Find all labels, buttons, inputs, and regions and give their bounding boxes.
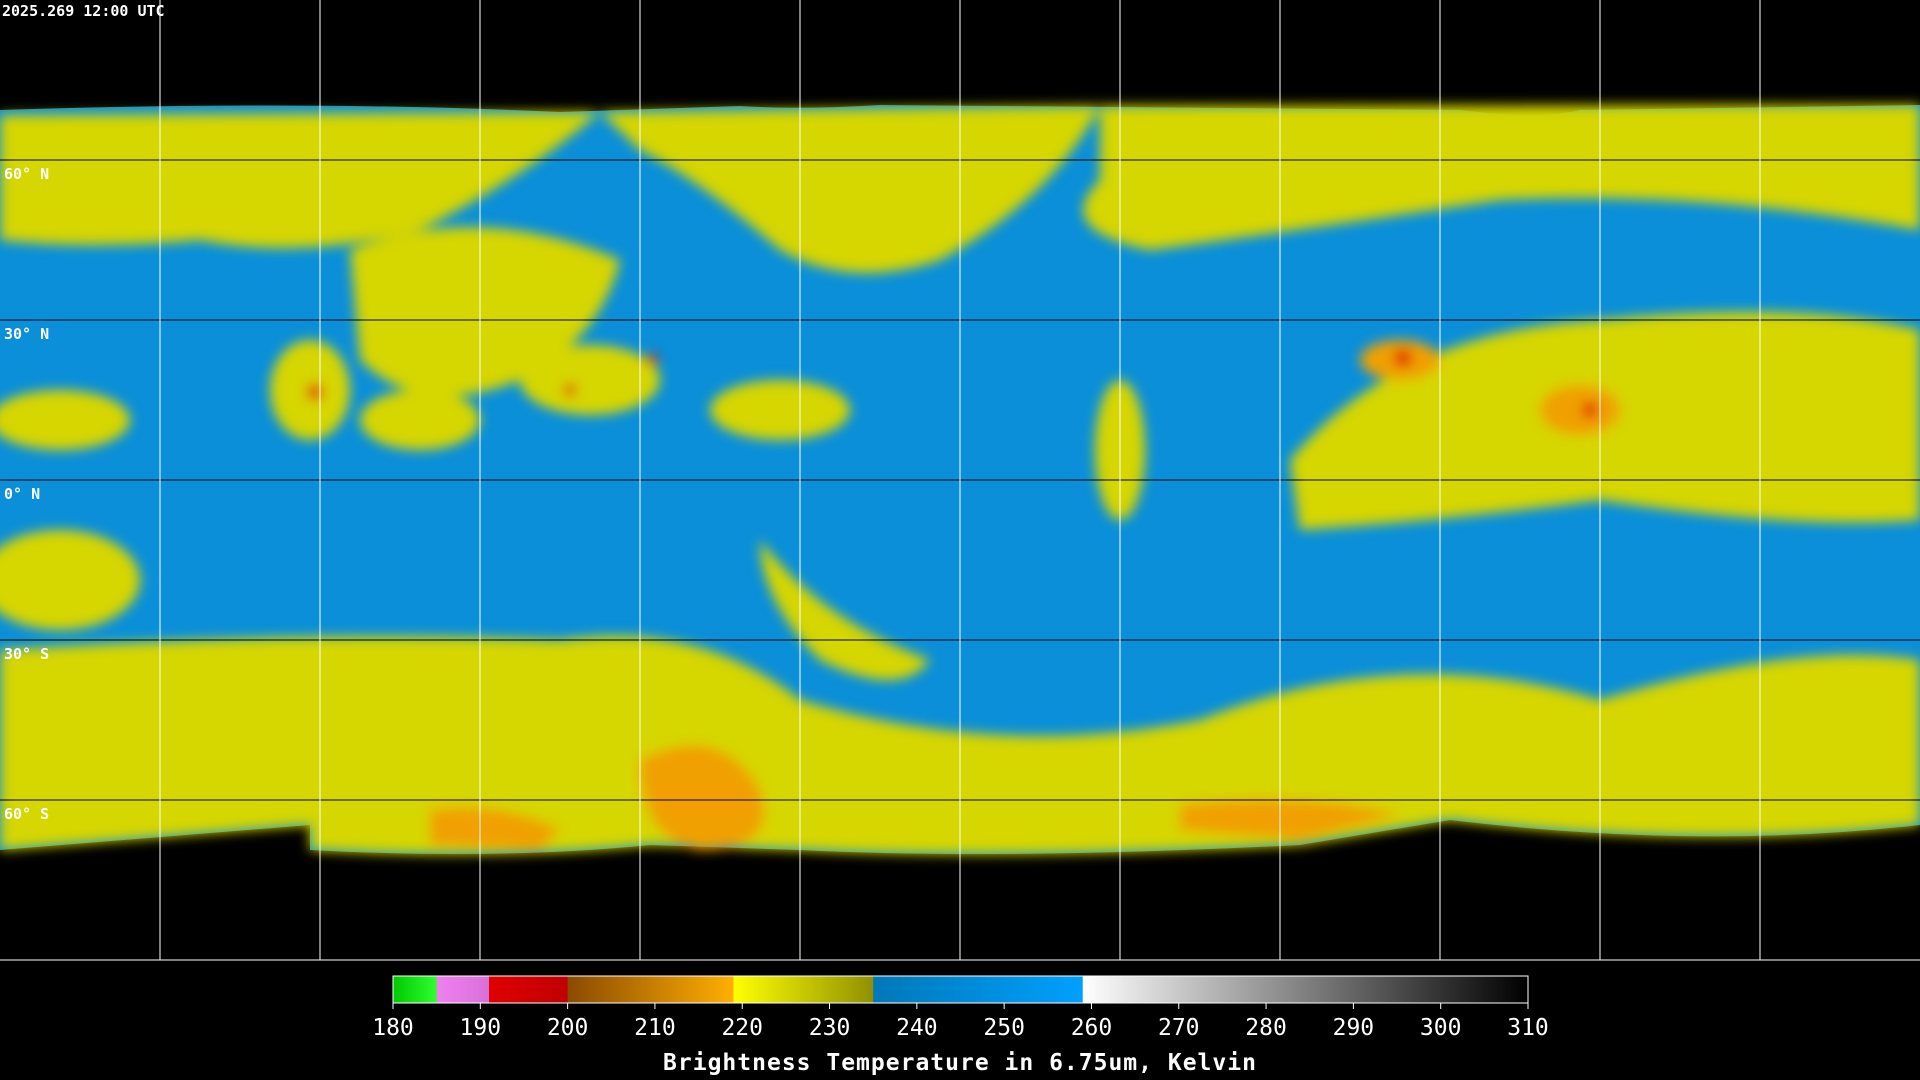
colorbar-tick-label: 260 bbox=[1071, 1015, 1113, 1041]
colorbar-tick-label: 310 bbox=[1507, 1015, 1549, 1041]
colorbar-segment bbox=[567, 976, 734, 1003]
colorbar-tick-label: 250 bbox=[983, 1015, 1025, 1041]
latitude-label: 30° N bbox=[4, 325, 49, 343]
colorbar-tick-label: 200 bbox=[547, 1015, 589, 1041]
colorbar-tick-label: 190 bbox=[460, 1015, 502, 1041]
colorbar-segment bbox=[873, 976, 1084, 1003]
colorbar-segment bbox=[733, 976, 874, 1003]
colorbar-tick-label: 220 bbox=[721, 1015, 763, 1041]
colorbar-tick-label: 300 bbox=[1420, 1015, 1462, 1041]
colorbar-tick-label: 280 bbox=[1245, 1015, 1287, 1041]
colorbar-tick-label: 270 bbox=[1158, 1015, 1200, 1041]
colorbar-tick-label: 180 bbox=[372, 1015, 414, 1041]
latitude-label: 60° N bbox=[4, 165, 49, 183]
colorbar-tick-label: 290 bbox=[1333, 1015, 1375, 1041]
colorbar-segment bbox=[393, 976, 438, 1003]
longitude-grid bbox=[0, 0, 1920, 961]
colorbar-frame bbox=[392, 975, 1529, 1004]
latitude-label: 30° S bbox=[4, 645, 49, 663]
colorbar-tick-label: 240 bbox=[896, 1015, 938, 1041]
latitude-label: 0° N bbox=[4, 485, 40, 503]
colorbar-segment bbox=[1082, 976, 1529, 1003]
timestamp: 2025.269 12:00 UTC bbox=[2, 2, 165, 20]
colorbar-segment bbox=[489, 976, 569, 1003]
latitude-label: 60° S bbox=[4, 805, 49, 823]
colorbar-segment bbox=[436, 976, 490, 1003]
colorbar-tick-label: 230 bbox=[809, 1015, 851, 1041]
colorbar-label: Brightness Temperature in 6.75um, Kelvin bbox=[663, 1050, 1257, 1076]
colorbar-tick-label: 210 bbox=[634, 1015, 676, 1041]
